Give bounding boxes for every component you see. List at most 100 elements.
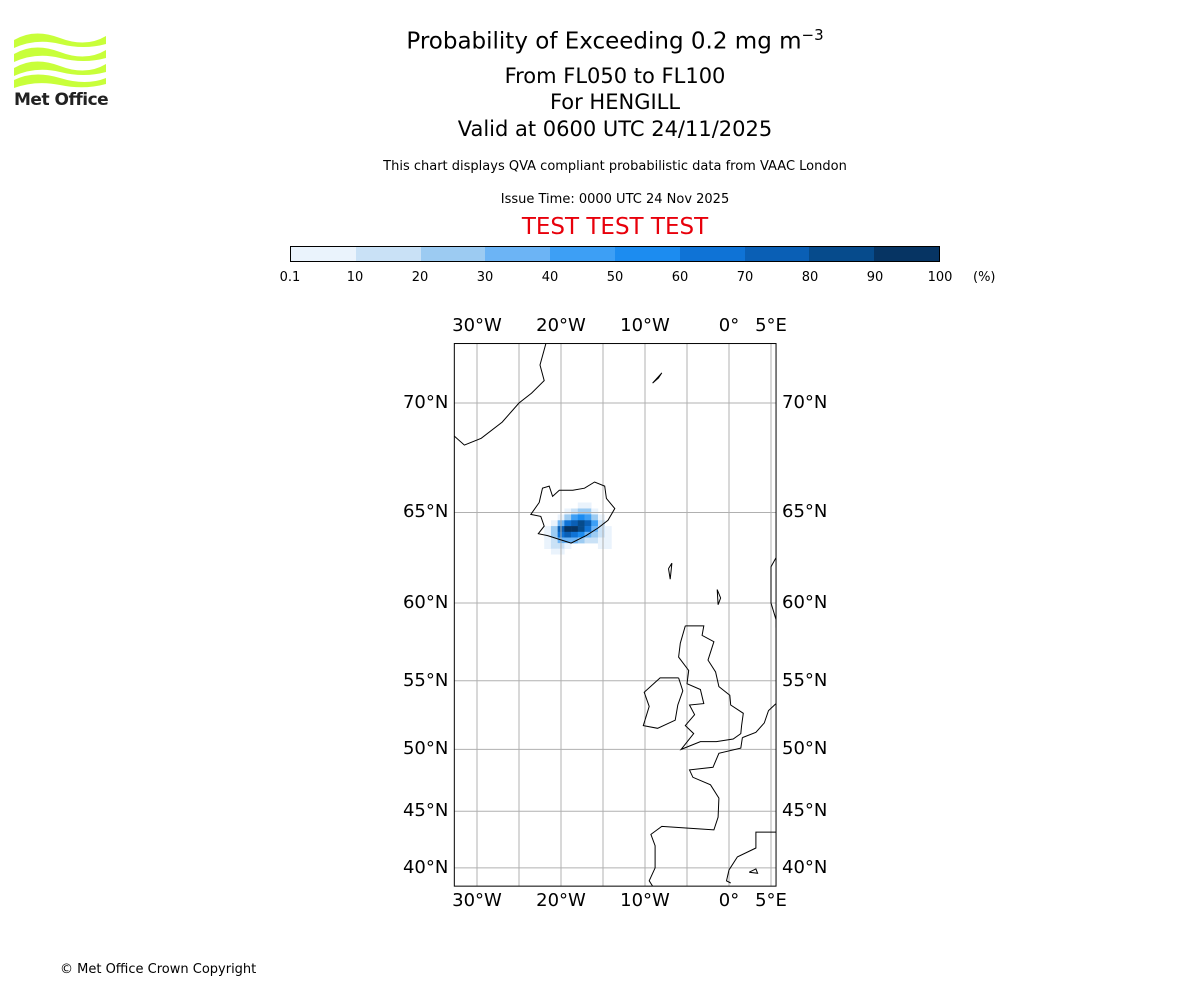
norway-coast	[770, 557, 777, 628]
probability-cell	[564, 520, 572, 527]
probability-cell	[591, 531, 599, 538]
probability-cell	[584, 502, 592, 509]
probability-cell	[550, 543, 558, 549]
greenland-coast	[454, 343, 547, 446]
left-lat-label: 65°N	[402, 501, 449, 523]
probability-cell	[604, 537, 612, 544]
probability-cell	[564, 514, 572, 521]
right-lat-label: 70°N	[782, 392, 828, 413]
probability-cell	[571, 531, 579, 538]
faroe-coast	[668, 562, 673, 580]
probability-cell	[577, 531, 585, 538]
probability-cell	[571, 537, 579, 544]
probability-cell	[577, 520, 585, 527]
colorbar-tick: 10	[346, 270, 364, 285]
colorbar-tick: 20	[411, 270, 429, 285]
chart-title: Probability of Exceeding 0.2 mg m−3	[406, 26, 824, 55]
france-spain-coast	[648, 737, 743, 887]
probability-cell	[564, 543, 572, 549]
colorbar-tick: 0.1	[279, 270, 301, 285]
probability-cell	[597, 514, 605, 521]
iberia-east	[725, 831, 776, 884]
bottom-lon-label: 10°W	[620, 890, 670, 912]
bottom-lon-label: 0°	[718, 890, 740, 912]
top-lon-label: 10°W	[620, 314, 670, 336]
bottom-lon-label: 5°E	[755, 890, 787, 912]
right-lat-label: 45°N	[782, 800, 828, 822]
probability-cell	[564, 537, 572, 544]
right-lat-label: 65°N	[782, 501, 828, 523]
netherlands-coast	[742, 703, 777, 739]
probability-cell	[597, 531, 605, 538]
colorbar-bin	[291, 247, 356, 261]
probability-cell	[550, 548, 558, 555]
colorbar-tick: 100	[927, 270, 953, 285]
probability-cell	[550, 526, 558, 533]
colorbar-tick: 80	[801, 270, 819, 285]
probability-cell	[604, 543, 612, 549]
colorbar-unit: (%)	[973, 270, 996, 285]
met-office-logo-waves	[14, 33, 106, 88]
colorbar-bin	[355, 247, 421, 261]
probability-cell	[597, 520, 605, 527]
bottom-lon-label: 20°W	[536, 890, 586, 912]
probability-cell	[577, 514, 585, 521]
left-lat-label: 45°N	[402, 800, 449, 822]
probability-cell	[577, 508, 585, 515]
probability-cell	[571, 514, 579, 521]
probability-cell	[577, 526, 585, 533]
location: For HENGILL	[549, 90, 681, 114]
colorbar-bin	[679, 247, 745, 261]
probability-cell	[584, 537, 592, 544]
map-frame	[453, 343, 777, 887]
probability-cell	[584, 526, 592, 533]
colorbar-tick: 70	[736, 270, 754, 285]
probability-cell	[571, 508, 579, 515]
jan-mayen-coast	[652, 372, 663, 384]
colorbar-tick: 90	[866, 270, 884, 285]
probability-cell	[550, 531, 558, 538]
top-lon-label: 30°W	[452, 314, 502, 336]
level-range: From FL050 to FL100	[504, 64, 726, 88]
colorbar-tick: 30	[476, 270, 494, 285]
left-lat-label: 60°N	[402, 592, 449, 614]
colorbar-tick: 40	[541, 270, 559, 285]
colorbar-bin	[744, 247, 810, 261]
probability-cell	[571, 526, 579, 533]
top-lon-label: 0°	[718, 314, 740, 336]
right-lat-label: 60°N	[782, 592, 828, 614]
probability-cell	[564, 531, 572, 538]
ireland-coast	[642, 677, 684, 729]
test-banner: TEST TEST TEST	[521, 214, 709, 240]
colorbar-bin	[614, 247, 680, 261]
copyright: © Met Office Crown Copyright	[60, 962, 257, 977]
probability-cell	[591, 537, 599, 544]
top-lon-label: 5°E	[755, 314, 787, 336]
met-office-logo-text: Met Office	[14, 90, 109, 110]
probability-cell	[591, 514, 599, 521]
probability-cell	[584, 520, 592, 527]
probability-cell	[597, 543, 605, 549]
probability-cell	[591, 526, 599, 533]
description: This chart displays QVA compliant probab…	[383, 159, 847, 174]
probability-cell	[577, 502, 585, 509]
top-lon-label: 20°W	[536, 314, 586, 336]
probability-cell	[604, 526, 612, 533]
left-lat-label: 40°N	[402, 856, 449, 878]
right-lat-label: 40°N	[782, 856, 828, 878]
probability-cell	[584, 508, 592, 515]
shetland-coast	[716, 589, 722, 605]
probability-cell	[604, 531, 612, 538]
probability-cell	[577, 537, 585, 544]
bottom-lon-label: 30°W	[452, 890, 502, 912]
balearic-coast	[748, 868, 759, 874]
probability-cell	[591, 520, 599, 527]
colorbar-bin	[874, 247, 939, 261]
colorbar-tick: 60	[671, 270, 689, 285]
valid-time: Valid at 0600 UTC 24/11/2025	[457, 117, 773, 141]
britain-coast	[678, 625, 744, 751]
probability-cell	[550, 520, 558, 527]
colorbar-bin	[809, 247, 875, 261]
